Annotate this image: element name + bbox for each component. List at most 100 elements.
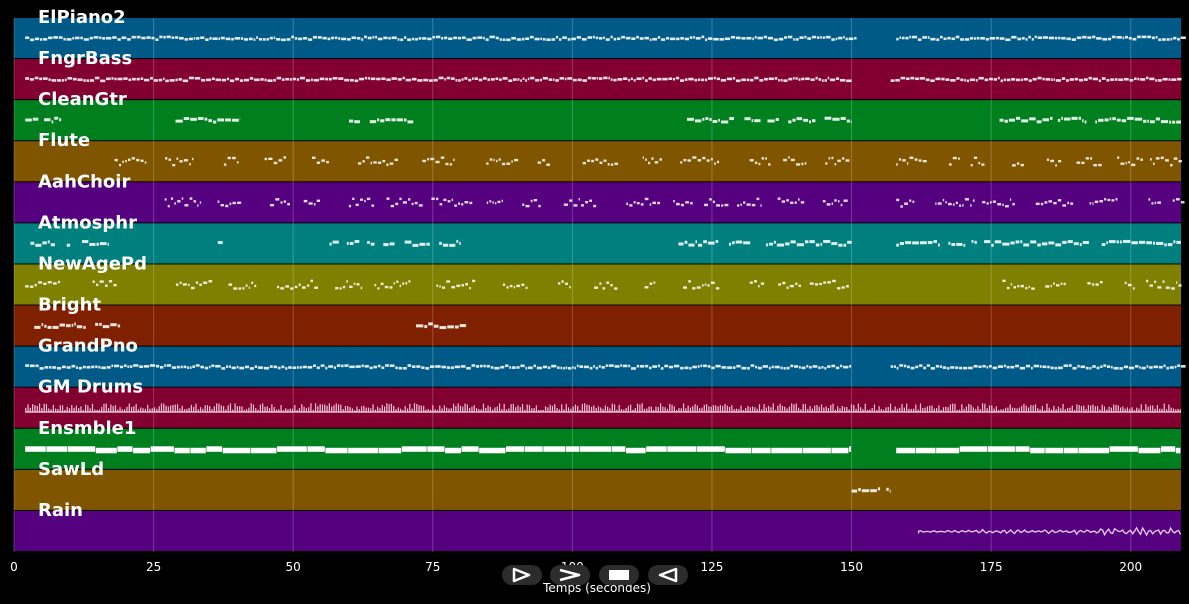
play-button[interactable] <box>502 565 542 585</box>
note <box>1030 405 1032 413</box>
note <box>459 324 467 328</box>
note <box>709 198 712 201</box>
x-tick-label: 150 <box>840 560 863 574</box>
note <box>307 365 313 369</box>
note <box>183 409 186 413</box>
note <box>561 280 564 283</box>
note <box>530 199 533 203</box>
note <box>395 366 398 370</box>
note <box>1136 407 1138 413</box>
note <box>475 408 478 413</box>
forward-button[interactable] <box>550 565 590 585</box>
note <box>1020 240 1023 244</box>
note <box>784 406 786 413</box>
stop-button[interactable] <box>599 565 639 585</box>
track-notes <box>25 446 1181 454</box>
note <box>397 407 399 413</box>
track-label: FngrBass <box>38 48 132 69</box>
note <box>1107 37 1112 41</box>
note <box>344 78 350 82</box>
note <box>1137 35 1141 39</box>
note <box>955 366 959 370</box>
note <box>248 286 250 289</box>
note <box>989 77 993 81</box>
note <box>979 409 981 413</box>
note <box>178 36 184 40</box>
note <box>125 159 127 163</box>
note <box>809 120 811 124</box>
note <box>1082 35 1087 39</box>
note <box>707 241 715 245</box>
note <box>286 38 291 41</box>
note <box>340 37 347 41</box>
note <box>839 408 841 413</box>
note <box>1150 120 1155 124</box>
note <box>1011 407 1014 413</box>
note <box>188 407 190 413</box>
note <box>1015 116 1021 120</box>
note <box>454 365 460 369</box>
note <box>1092 35 1096 39</box>
note <box>439 241 442 245</box>
note <box>407 38 411 42</box>
note <box>361 38 364 41</box>
note <box>733 409 735 413</box>
note <box>521 283 525 286</box>
note <box>1045 78 1051 81</box>
note <box>149 364 156 367</box>
note <box>459 241 461 245</box>
track-label: SawLd <box>38 459 104 480</box>
note <box>331 406 333 413</box>
note <box>986 365 989 369</box>
note <box>843 243 847 247</box>
note <box>993 408 995 413</box>
note <box>1006 286 1010 290</box>
note <box>351 36 357 40</box>
note <box>892 409 894 413</box>
note <box>1060 282 1063 285</box>
transport-controls <box>502 565 688 585</box>
note <box>1116 36 1122 39</box>
note <box>251 447 277 454</box>
note <box>228 365 231 369</box>
note <box>513 285 516 289</box>
note <box>793 365 799 368</box>
track-row <box>14 264 1181 305</box>
note <box>245 409 248 413</box>
note <box>389 286 393 289</box>
note <box>56 366 62 370</box>
note <box>400 408 402 413</box>
note <box>1042 118 1049 122</box>
note <box>686 117 694 121</box>
note <box>975 409 977 413</box>
track-label: AahChoir <box>38 171 130 192</box>
note <box>832 403 834 413</box>
note <box>992 366 998 370</box>
note <box>1117 405 1119 413</box>
note <box>761 409 763 413</box>
note <box>1039 409 1041 413</box>
note <box>349 285 353 288</box>
note <box>140 77 144 80</box>
note <box>917 409 919 413</box>
rewind-button[interactable] <box>648 565 688 585</box>
note <box>1135 365 1139 368</box>
note <box>692 156 697 159</box>
note <box>825 35 831 39</box>
note <box>321 404 324 413</box>
note <box>201 78 206 82</box>
note <box>163 403 165 413</box>
note <box>945 78 950 81</box>
note <box>192 365 195 369</box>
note <box>135 403 137 413</box>
note <box>101 406 103 413</box>
note <box>105 36 112 40</box>
note <box>232 201 236 205</box>
note <box>239 366 245 370</box>
note <box>783 79 788 82</box>
note <box>377 406 379 413</box>
note <box>782 281 786 285</box>
note <box>1021 119 1029 123</box>
note <box>984 240 991 244</box>
note <box>1145 404 1147 413</box>
